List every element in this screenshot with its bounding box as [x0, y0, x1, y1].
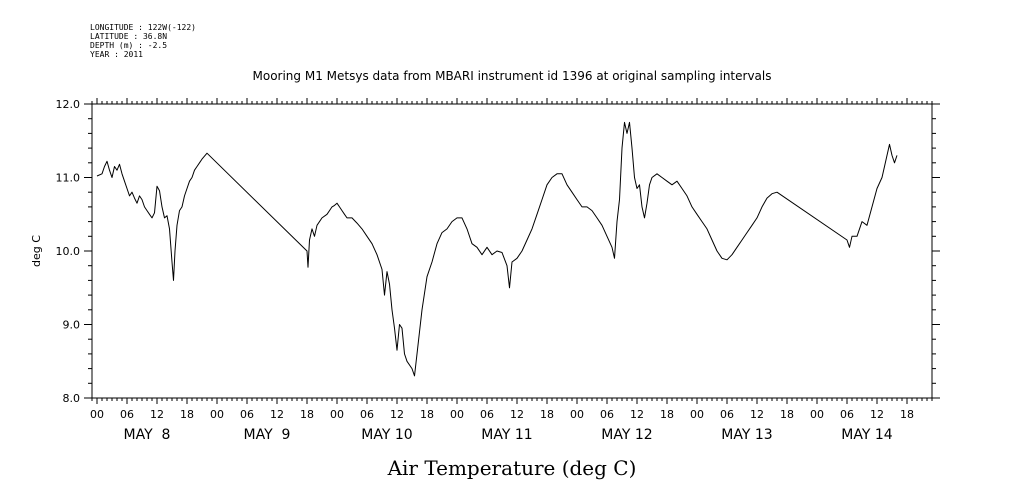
y-tick-label: 9.0	[63, 319, 81, 332]
day-label: MAY 11	[481, 427, 532, 443]
x-tick-labels: 00 06 12 18 00 06 12 18 00 06 12 18 00 06 12 18 00 06 12 18…	[90, 408, 914, 421]
y-tick-labels: 8.0 9.0 10.0 11.0 12.0	[56, 98, 81, 405]
day-label: MAY 9	[244, 427, 291, 443]
x-tick-label: 00	[90, 408, 104, 421]
x-tick-label: 12	[630, 408, 644, 421]
x-tick-label: 06	[600, 408, 614, 421]
year-text: YEAR : 2011	[90, 50, 143, 59]
tick-marks	[84, 98, 940, 404]
x-tick-label: 06	[840, 408, 854, 421]
y-tick-label: 8.0	[63, 392, 81, 405]
x-tick-label: 18	[180, 408, 194, 421]
day-label: MAY 10	[361, 427, 412, 443]
x-tick-label: 12	[750, 408, 764, 421]
x-tick-label: 06	[480, 408, 494, 421]
x-tick-label: 06	[360, 408, 374, 421]
depth-text: DEPTH (m) : -2.5	[90, 41, 167, 50]
x-tick-label: 00	[450, 408, 464, 421]
x-tick-label: 12	[390, 408, 404, 421]
x-tick-label: 18	[780, 408, 794, 421]
day-label: MAY 12	[601, 427, 652, 443]
x-tick-label: 18	[660, 408, 674, 421]
series-group	[96, 121, 898, 377]
y-tick-label: 11.0	[56, 172, 81, 185]
x-tick-label: 00	[210, 408, 224, 421]
latitude-text: LATITUDE : 36.8N	[90, 32, 167, 41]
x-tick-label: 12	[150, 408, 164, 421]
x-tick-label: 18	[900, 408, 914, 421]
x-axis-label: Air Temperature (deg C)	[387, 456, 637, 480]
x-tick-label: 00	[330, 408, 344, 421]
x-tick-label: 18	[420, 408, 434, 421]
x-tick-label: 06	[120, 408, 134, 421]
air-temperature-line	[96, 121, 898, 377]
x-tick-label: 06	[720, 408, 734, 421]
plot-frame	[91, 103, 933, 399]
longitude-text: LONGITUDE : 122W(-122)	[90, 23, 196, 32]
y-axis-label: deg C	[30, 235, 43, 267]
day-label: MAY 8	[124, 427, 171, 443]
y-tick-label: 10.0	[56, 245, 81, 258]
y-tick-label: 12.0	[56, 98, 81, 111]
chart-title: Mooring M1 Metsys data from MBARI instru…	[253, 69, 772, 83]
x-tick-label: 06	[240, 408, 254, 421]
x-tick-label: 00	[570, 408, 584, 421]
x-tick-label: 00	[810, 408, 824, 421]
x-tick-label: 18	[540, 408, 554, 421]
x-tick-label: 18	[300, 408, 314, 421]
day-label: MAY 14	[841, 427, 892, 443]
x-tick-label: 12	[270, 408, 284, 421]
x-tick-label: 00	[690, 408, 704, 421]
x-tick-label: 12	[870, 408, 884, 421]
x-tick-label: 12	[510, 408, 524, 421]
day-labels: MAY 8 MAY 9 MAY 10 MAY 11 MAY 12 MAY 13 MAY 14	[124, 427, 893, 443]
day-label: MAY 13	[721, 427, 772, 443]
